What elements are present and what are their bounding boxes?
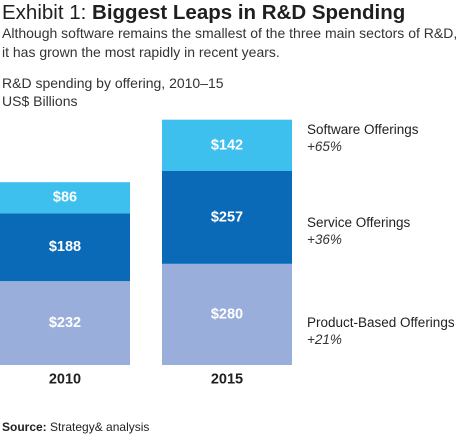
legend-product-name: Product-Based Offerings [307, 315, 455, 330]
legend-software-name: Software Offerings [307, 122, 419, 137]
bar-segment-2010-1 [0, 213, 130, 282]
chart-caption: R&D spending by offering, 2010–15 [2, 75, 224, 91]
legend-service-name: Service Offerings [307, 215, 411, 230]
x-category-label-2010: 2010 [49, 372, 81, 388]
chart-title: Exhibit 1: Biggest Leaps in R&D Spending [2, 1, 405, 25]
bar-value-label-2015-2: $142 [211, 137, 243, 153]
bar-value-label-2015-0: $280 [211, 306, 243, 322]
chart-units: US$ Billions [2, 93, 78, 109]
source-label: Source: [2, 420, 47, 434]
legend-software: Software Offerings +65% [307, 121, 419, 155]
legend-product-growth: +21% [307, 332, 342, 347]
source-note: Source: Strategy& analysis [2, 419, 149, 435]
title-prefix: Exhibit 1: [2, 1, 93, 24]
bar-segment-2010-0 [0, 281, 130, 365]
bar-segment-2015-1 [162, 170, 292, 264]
legend-service: Service Offerings +36% [307, 214, 410, 248]
bar-segment-2015-0 [162, 263, 292, 365]
bar-value-label-2010-1: $188 [49, 239, 81, 255]
bar-value-label-2010-0: $232 [49, 315, 81, 331]
legend-software-growth: +65% [307, 139, 342, 154]
title-main: Biggest Leaps in R&D Spending [92, 1, 406, 24]
source-text: Strategy& analysis [46, 420, 150, 434]
chart-subtitle: Although software remains the smallest o… [2, 25, 458, 60]
legend-service-growth: +36% [307, 232, 342, 247]
bar-value-label-2010-2: $86 [53, 190, 77, 206]
legend-product: Product-Based Offerings +21% [307, 314, 455, 348]
bar-value-label-2015-1: $257 [211, 209, 243, 225]
bar-segment-2015-2 [162, 119, 292, 171]
x-category-label-2015: 2015 [211, 372, 243, 388]
bar-segment-2010-2 [0, 182, 130, 214]
